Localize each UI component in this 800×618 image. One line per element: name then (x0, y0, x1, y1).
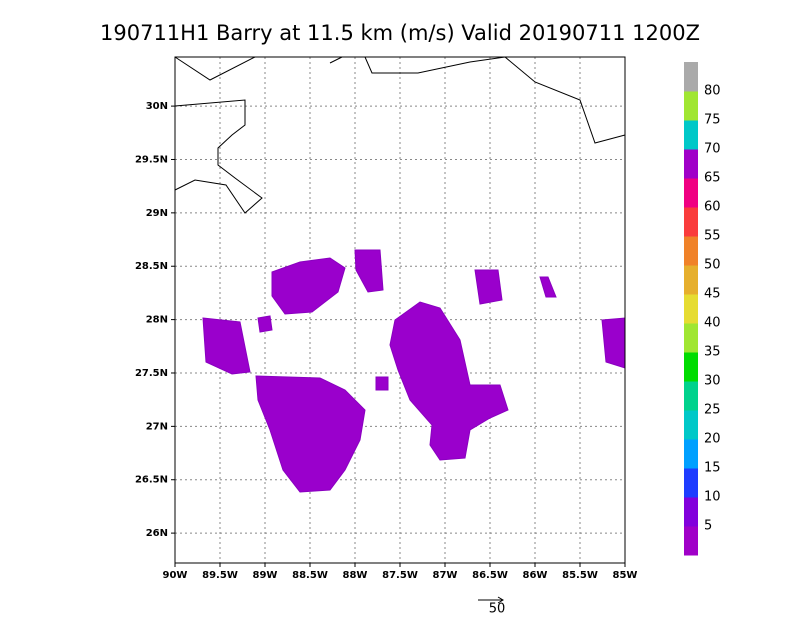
colorbar-label: 5 (704, 519, 712, 534)
colorbar-segment (684, 178, 698, 208)
colorbar-segment (684, 381, 698, 411)
coastline (174, 99, 263, 214)
x-tick-label: 85.5W (562, 570, 598, 581)
colorbar-segment (684, 410, 698, 440)
colorbar-label: 10 (704, 490, 721, 505)
colorbar-label: 80 (704, 84, 721, 99)
colorbar-segment (684, 120, 698, 150)
colorbar-segment (684, 439, 698, 469)
wind-field (202, 249, 626, 493)
colorbar-label: 25 (704, 403, 721, 418)
x-tick-label: 88.5W (292, 570, 328, 581)
y-tick-label: 28.5N (135, 261, 168, 272)
colorbar-segment (684, 468, 698, 498)
wind-blob (389, 301, 509, 461)
colorbar-label: 45 (704, 287, 721, 302)
y-tick-label: 27.5N (135, 368, 168, 379)
colorbar-segment (684, 91, 698, 121)
vector-scale-label: 50 (489, 602, 506, 617)
wind-blob (202, 317, 251, 375)
y-tick-label: 30N (146, 101, 168, 112)
x-tick-label: 87.5W (382, 570, 418, 581)
x-tick-label: 90W (163, 570, 188, 581)
colorbar-label: 35 (704, 345, 721, 360)
colorbar-segment (684, 265, 698, 295)
coastline (329, 56, 343, 64)
x-tick-label: 89W (253, 570, 278, 581)
colorbar-segment (684, 207, 698, 237)
vector-scale-arrowhead (497, 596, 504, 604)
colorbar-label: 15 (704, 461, 721, 476)
coastline (364, 56, 626, 144)
colorbar-segment (684, 236, 698, 266)
colorbar-label: 60 (704, 200, 721, 215)
chart-title: 190711H1 Barry at 11.5 km (m/s) Valid 20… (100, 21, 700, 45)
wind-blob (474, 269, 503, 305)
colorbar: 5 10 15 20 25 30 35 40 45 50 55 60 65 70 75 80 (684, 62, 721, 556)
colorbar-label: 30 (704, 374, 721, 389)
colorbar-label: 20 (704, 432, 721, 447)
colorbar-segment (684, 149, 698, 179)
y-tick-label: 26.5N (135, 475, 168, 486)
colorbar-label: 75 (704, 113, 721, 128)
colorbar-label: 65 (704, 171, 721, 186)
colorbar-segment (684, 352, 698, 382)
coastline (174, 56, 626, 214)
x-tick-label: 89.5W (202, 570, 238, 581)
colorbar-segment (684, 323, 698, 353)
y-tick-label: 29.5N (135, 154, 168, 165)
wind-blob (375, 376, 389, 391)
x-tick-label: 88W (343, 570, 368, 581)
x-tick-label: 85W (613, 570, 638, 581)
x-tick-label: 86W (523, 570, 548, 581)
colorbar-label: 40 (704, 316, 721, 331)
wind-blob (257, 315, 273, 333)
wind-blob (354, 249, 384, 293)
y-tick-label: 29N (146, 208, 168, 219)
coastline (174, 56, 256, 81)
colorbar-label: 55 (704, 229, 721, 244)
wind-blob (271, 257, 346, 315)
colorbar-segment (684, 294, 698, 324)
y-tick-label: 26N (146, 528, 168, 539)
y-tick-label: 27N (146, 421, 168, 432)
x-tick-label: 86.5W (472, 570, 508, 581)
x-tick-label: 87W (433, 570, 458, 581)
grid (174, 57, 626, 563)
wind-blob (601, 317, 626, 369)
wind-blob (255, 375, 366, 493)
colorbar-label: 70 (704, 142, 721, 157)
colorbar-segment (684, 526, 698, 556)
wind-blob (539, 276, 557, 298)
colorbar-segment (684, 497, 698, 527)
y-tick-label: 28N (146, 315, 168, 326)
colorbar-segment (684, 62, 698, 92)
colorbar-label: 50 (704, 258, 721, 273)
